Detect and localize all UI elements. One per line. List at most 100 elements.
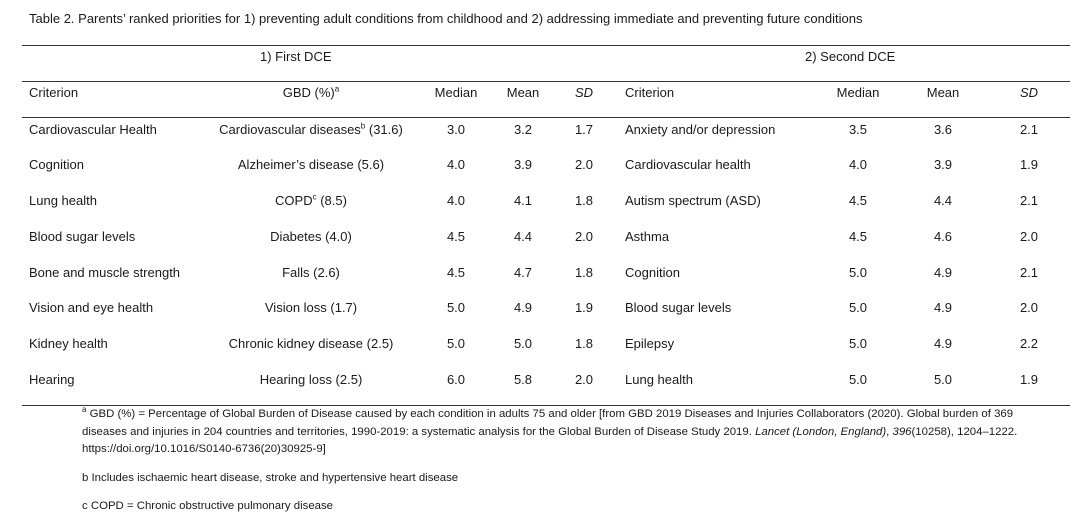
header-mean: Mean (506, 85, 540, 100)
cell-gbd-value: (8.5) (316, 193, 347, 208)
footnote-a-mark: a (82, 405, 87, 415)
cell-median-second: 4.5 (848, 229, 868, 244)
cell-sd: 2.0 (574, 372, 594, 387)
cell-criterion-second: Autism spectrum (ASD) (625, 193, 761, 208)
bottom-rule (22, 405, 1070, 406)
cell-sd: 1.7 (574, 122, 594, 137)
cell-gbd: Hearing loss (2.5) (205, 372, 417, 387)
cell-gbd-text: Vision loss (1.7) (264, 300, 358, 315)
cell-sd-second: 2.1 (1019, 122, 1039, 137)
cell-mean-second: 5.0 (933, 372, 953, 387)
footnote-a-volume: 396 (892, 425, 912, 438)
cell-criterion-second: Anxiety and/or depression (625, 122, 776, 137)
header-median: Median (434, 85, 478, 100)
cell-median-second: 5.0 (848, 372, 868, 387)
cell-sd: 2.0 (574, 229, 594, 244)
header-criterion: Criterion (29, 85, 79, 100)
cell-criterion-second: Cognition (625, 265, 680, 280)
footnote-a-tail: (10258), 1204–1222. https://doi.org/10.1… (82, 425, 1018, 456)
table-row: Hearing Hearing loss (2.5) 6.0 5.8 2.0 Lung h… (0, 372, 1092, 392)
table-row: Kidney health Chronic kidney disease (2.5… (0, 336, 1092, 356)
cell-mean-second: 4.4 (933, 193, 953, 208)
header-sd: SD (574, 85, 594, 100)
cell-gbd: Falls (2.6) (205, 265, 417, 280)
column-header-row: Criterion GBD (%)a Median Mean SD Criter… (0, 85, 1092, 105)
table-caption: Table 2. Parents’ ranked priorities for … (29, 11, 863, 26)
cell-criterion: Cardiovascular Health (29, 122, 157, 137)
cell-median-second: 3.5 (848, 122, 868, 137)
header-gbd-footnote-mark: a (334, 84, 340, 94)
group-header-first-dce: 1) First DCE (260, 49, 332, 64)
cell-sd: 1.9 (574, 300, 594, 315)
cell-sd-second: 1.9 (1019, 157, 1039, 172)
cell-median-second: 5.0 (848, 265, 868, 280)
cell-mean-second: 4.6 (933, 229, 953, 244)
cell-median: 5.0 (446, 336, 466, 351)
cell-criterion: Cognition (29, 157, 84, 172)
cell-gbd-text: Chronic kidney disease (2.5) (228, 336, 394, 351)
cell-criterion: Blood sugar levels (29, 229, 136, 244)
footnote-a: a GBD (%) = Percentage of Global Burden … (82, 406, 1042, 459)
cell-gbd-text: Hearing loss (2.5) (259, 372, 363, 387)
cell-criterion-second: Epilepsy (625, 336, 675, 351)
cell-median: 4.0 (446, 193, 466, 208)
cell-mean: 4.9 (513, 300, 533, 315)
cell-sd-second: 2.1 (1019, 193, 1039, 208)
cell-sd-second: 1.9 (1019, 372, 1039, 387)
table-row: Cognition Alzheimer’s disease (5.6) 4.0 3.9… (0, 157, 1092, 177)
footnote-a-sep: , (886, 425, 893, 438)
cell-median-second: 4.0 (848, 157, 868, 172)
cell-gbd: Diabetes (4.0) (205, 229, 417, 244)
cell-sd: 1.8 (574, 265, 594, 280)
cell-mean: 5.8 (513, 372, 533, 387)
cell-gbd: Cardiovascular diseasesb (31.6) (205, 122, 417, 137)
cell-sd: 2.0 (574, 157, 594, 172)
cell-median: 5.0 (446, 300, 466, 315)
cell-gbd: COPDc (8.5) (205, 193, 417, 208)
cell-mean: 4.1 (513, 193, 533, 208)
cell-mean: 5.0 (513, 336, 533, 351)
group-header-rule (22, 81, 1070, 82)
header-criterion-second: Criterion (625, 85, 675, 100)
cell-gbd-text: Falls (2.6) (282, 265, 340, 280)
cell-gbd: Vision loss (1.7) (205, 300, 417, 315)
cell-sd: 1.8 (574, 193, 594, 208)
cell-criterion: Vision and eye health (29, 300, 154, 315)
cell-gbd-text: COPD (275, 193, 313, 208)
cell-median-second: 4.5 (848, 193, 868, 208)
cell-median-second: 5.0 (848, 300, 868, 315)
footnote-a-text: GBD (%) = Percentage of Global Burden of… (82, 408, 1014, 438)
cell-criterion-second: Cardiovascular health (625, 157, 751, 172)
cell-gbd-footnote-mark: c (312, 192, 317, 202)
cell-mean: 4.4 (513, 229, 533, 244)
cell-mean: 3.9 (513, 157, 533, 172)
cell-median: 4.5 (446, 229, 466, 244)
cell-mean: 3.2 (513, 122, 533, 137)
cell-criterion-second: Blood sugar levels (625, 300, 732, 315)
footnote-a-journal: Lancet (London, England) (755, 425, 887, 438)
header-rule (22, 117, 1070, 118)
cell-gbd-text: Alzheimer’s disease (5.6) (237, 157, 385, 172)
cell-mean-second: 3.6 (933, 122, 953, 137)
cell-mean-second: 4.9 (933, 300, 953, 315)
cell-criterion: Hearing (29, 372, 75, 387)
cell-gbd-text: Diabetes (4.0) (270, 229, 352, 244)
table-row: Bone and muscle strength Falls (2.6) 4.5 4.… (0, 265, 1092, 285)
header-median-second: Median (836, 85, 880, 100)
footnote-b: b Includes ischaemic heart disease, stro… (82, 472, 459, 484)
cell-mean-second: 3.9 (933, 157, 953, 172)
cell-median: 3.0 (446, 122, 466, 137)
cell-gbd-text: Cardiovascular diseases (219, 122, 361, 137)
table-row: Vision and eye health Vision loss (1.7) 5.… (0, 300, 1092, 320)
cell-median-second: 5.0 (848, 336, 868, 351)
cell-median: 4.0 (446, 157, 466, 172)
cell-criterion: Lung health (29, 193, 97, 208)
header-gbd: GBD (%)a (205, 85, 417, 100)
header-gbd-label: GBD (%) (282, 85, 335, 100)
cell-mean-second: 4.9 (933, 265, 953, 280)
cell-mean-second: 4.9 (933, 336, 953, 351)
cell-gbd: Alzheimer’s disease (5.6) (205, 157, 417, 172)
cell-criterion-second: Asthma (625, 229, 670, 244)
cell-sd-second: 2.0 (1019, 300, 1039, 315)
cell-sd-second: 2.1 (1019, 265, 1039, 280)
